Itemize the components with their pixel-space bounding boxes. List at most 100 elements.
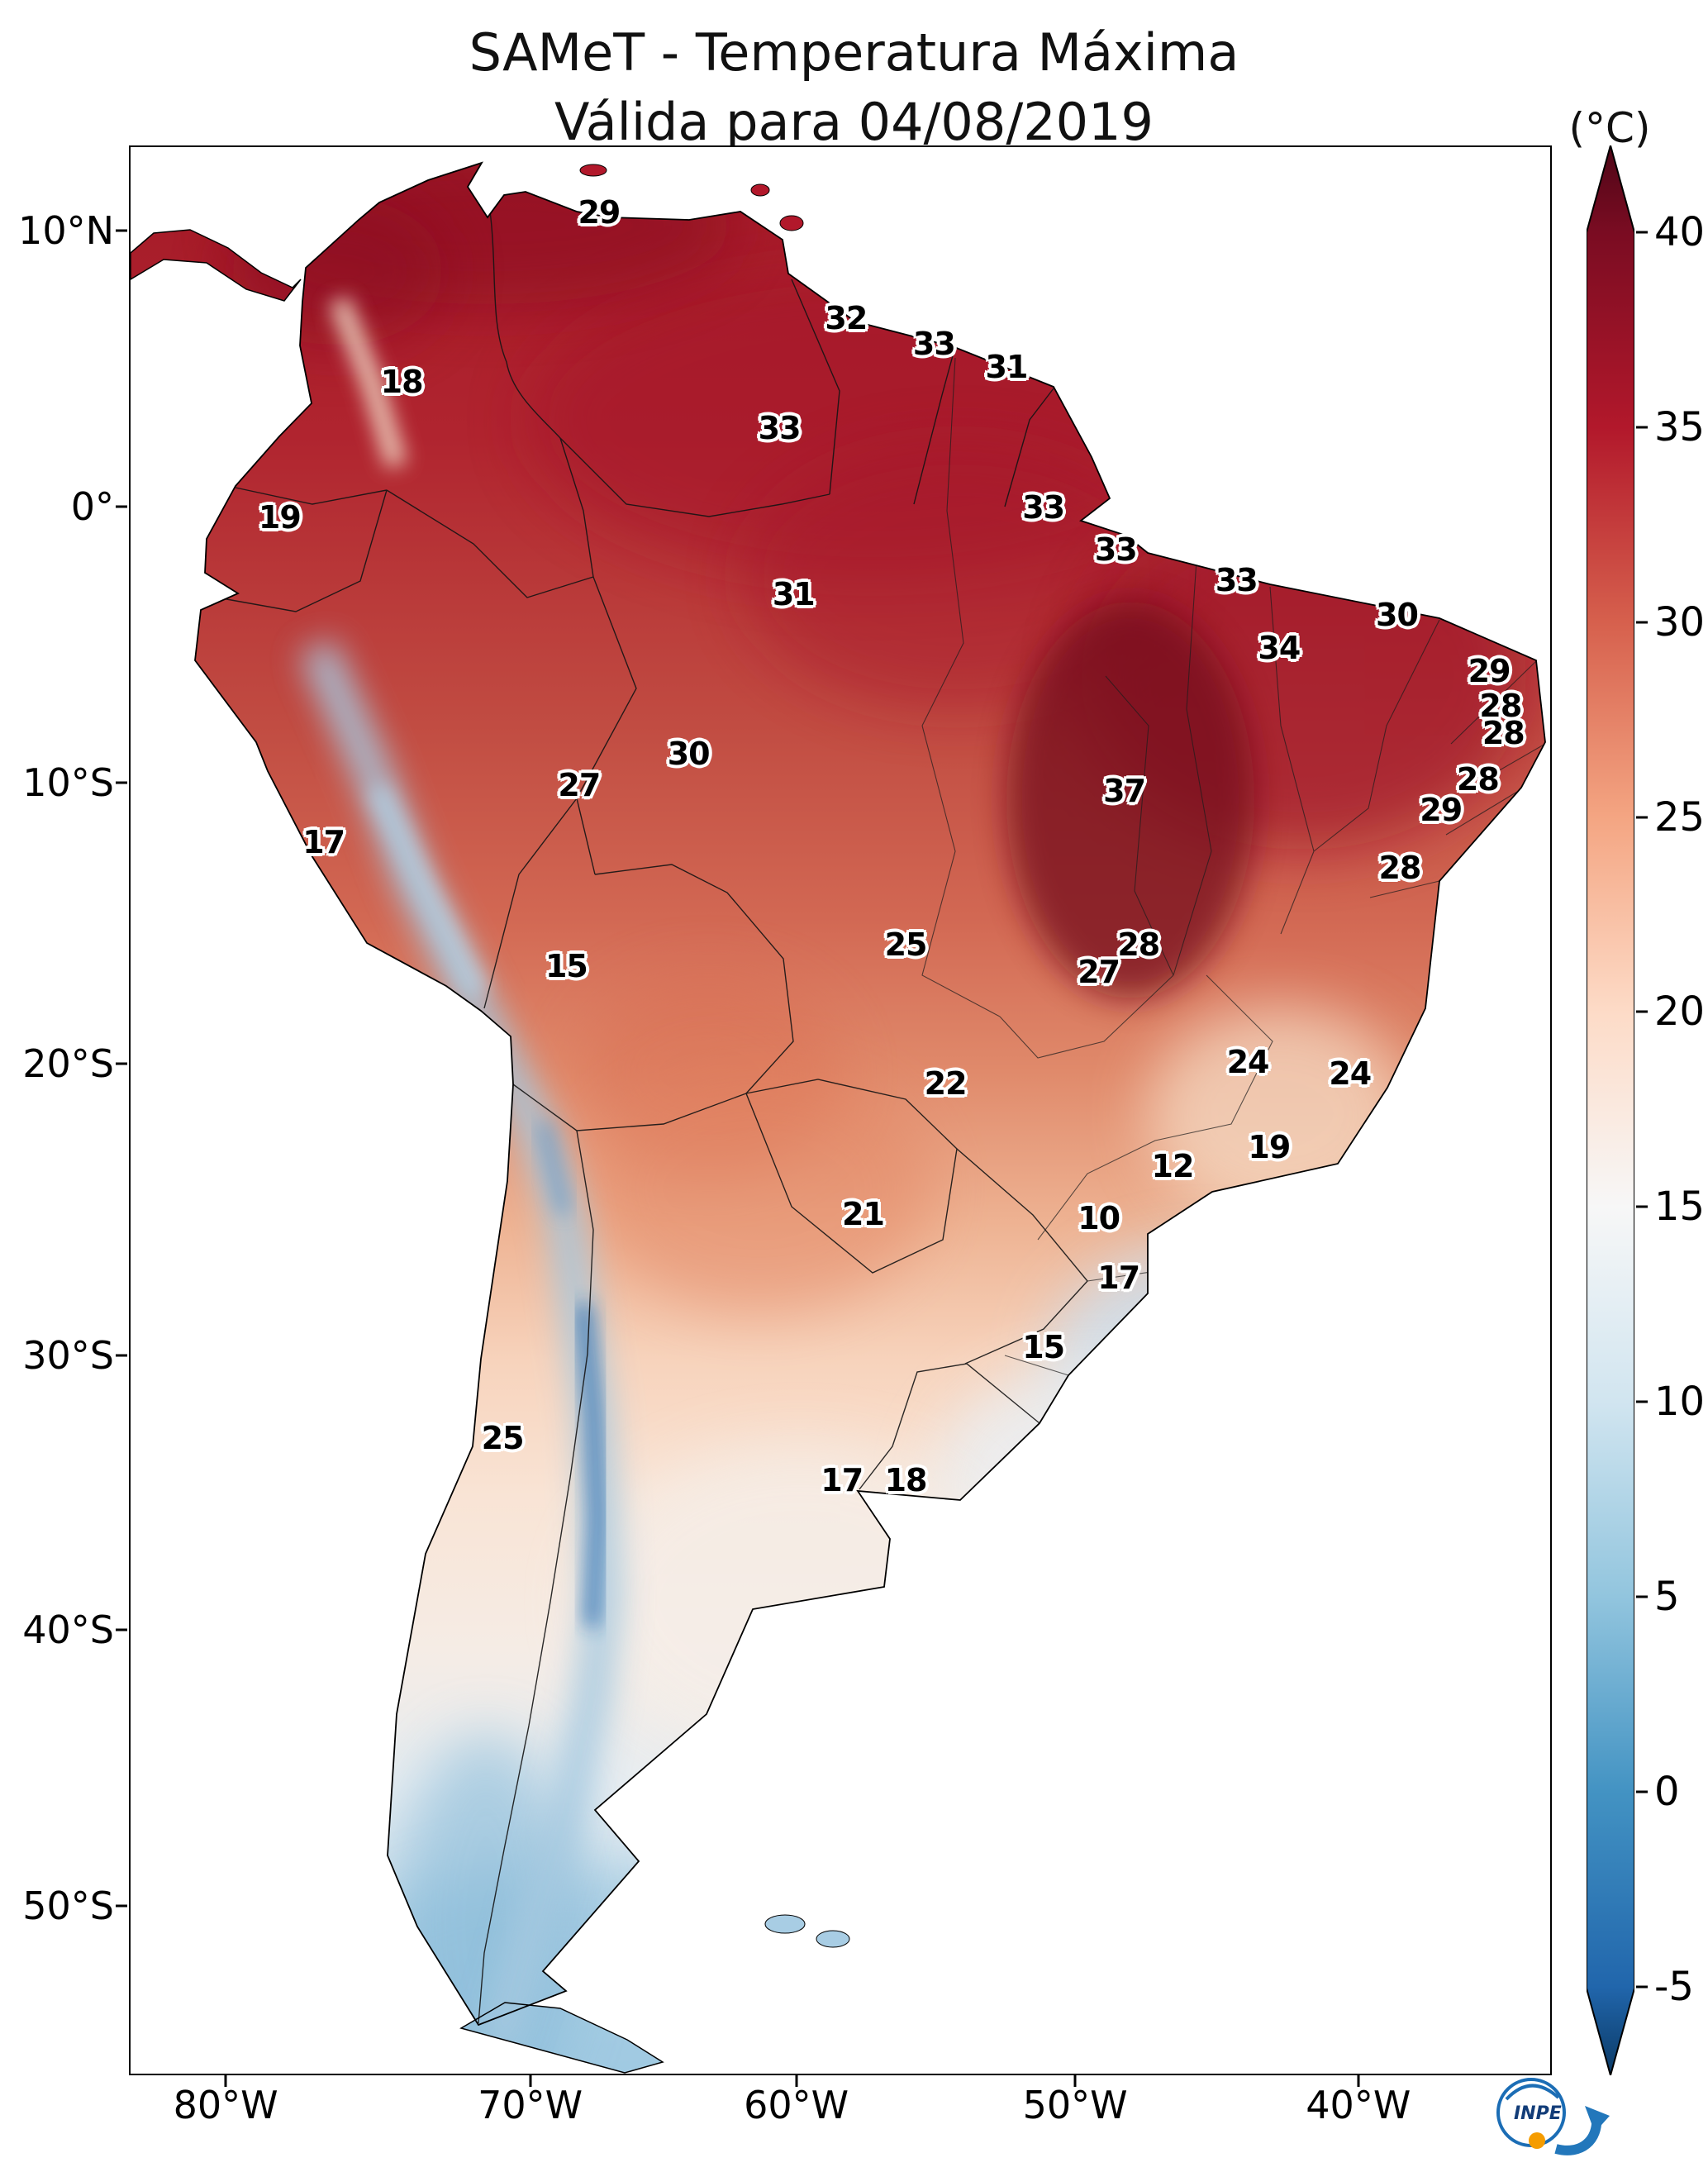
- longitude-axis: 80°W 70°W 60°W 50°W 40°W: [129, 2083, 1552, 2132]
- temperature-value-label: 28: [1378, 849, 1421, 886]
- lon-tick-label: 50°W: [1022, 2083, 1128, 2127]
- colorbar-tick-mark: [1636, 621, 1648, 624]
- south-america-temperature-map: [131, 161, 1546, 2074]
- temperature-value-label: 27: [1078, 953, 1120, 990]
- temperature-value-label: 34: [1258, 630, 1301, 667]
- colorbar-tick-marks: [1636, 145, 1649, 2075]
- temperature-value-label: 33: [1094, 531, 1138, 569]
- temperature-value-label: 27: [558, 766, 601, 803]
- lat-tick-mark: [116, 505, 127, 508]
- lat-tick-label: 50°S: [22, 1883, 114, 1928]
- temperature-value-label: 18: [380, 364, 424, 401]
- lon-tick-mark: [1073, 2075, 1077, 2087]
- state-borders: [921, 357, 1545, 1376]
- temperature-value-label: 29: [1468, 653, 1511, 690]
- lat-tick-mark: [116, 1354, 127, 1357]
- colorbar-tick-label: 10: [1654, 1379, 1706, 1426]
- temperature-value-label: 28: [1456, 760, 1500, 798]
- country-borders: [216, 167, 1088, 2024]
- inpe-logo-swirl-icon: [1505, 2084, 1560, 2101]
- temperature-value-label: 28: [1482, 714, 1525, 751]
- temperature-value-label: 24: [1226, 1044, 1270, 1081]
- lon-tick-label: 80°W: [173, 2083, 278, 2127]
- lat-tick-mark: [116, 229, 127, 232]
- lat-tick-mark: [116, 1062, 127, 1065]
- temperature-value-label: 29: [1420, 791, 1463, 828]
- lat-tick-label: 0°: [70, 483, 114, 529]
- lon-tick-mark: [1357, 2075, 1360, 2087]
- temperature-value-label: 17: [821, 1462, 864, 1499]
- temperature-value-label: 25: [884, 926, 928, 964]
- temperature-value-label: 15: [545, 947, 588, 984]
- colorbar-tick-mark: [1636, 231, 1648, 234]
- longitude-tick-marks: [129, 2075, 1552, 2089]
- temperature-value-label: 37: [1103, 772, 1146, 809]
- colorbar-tick-mark: [1636, 1010, 1648, 1013]
- lat-tick-label: 20°S: [22, 1041, 114, 1087]
- temperature-value-label: 28: [1479, 687, 1522, 724]
- temperature-value-label: 30: [1376, 597, 1419, 634]
- colorbar-tick-label: 40: [1654, 209, 1706, 256]
- colorbar-tick-mark: [1636, 1595, 1648, 1598]
- colorbar-tick-label: 5: [1654, 1573, 1680, 1620]
- lon-tick-label: 40°W: [1306, 2083, 1411, 2127]
- colorbar-tick-label: 20: [1654, 988, 1706, 1036]
- temperature-value-label: 10: [1078, 1200, 1120, 1237]
- coastline-panama: [131, 229, 302, 302]
- temperature-value-label: 12: [1151, 1148, 1195, 1185]
- inpe-logo-text: INPE: [1514, 2103, 1562, 2124]
- temperature-value-label: 21: [842, 1196, 885, 1233]
- chart-title: SAMeT - Temperatura Máxima: [469, 22, 1239, 83]
- lat-tick-mark: [116, 781, 127, 784]
- map-plot-area: 29 32 33 31 18 33 33 19 33 33 31 30 34 29 28 28 30 27 37 28…: [129, 145, 1610, 2155]
- temperature-value-label: 30: [667, 736, 711, 773]
- colorbar-tick-mark: [1636, 1985, 1648, 1989]
- colorbar-tick-label: 35: [1654, 403, 1706, 450]
- inpe-logo-orange-dot: [1529, 2132, 1545, 2149]
- temperature-value-label: 32: [825, 300, 868, 337]
- lat-tick-label: 10°S: [22, 760, 114, 805]
- latitude-tick-marks: [116, 145, 129, 2075]
- temperature-value-label: 31: [772, 575, 816, 612]
- temperature-value-label: 24: [1329, 1055, 1372, 1093]
- lon-tick-label: 70°W: [478, 2083, 583, 2127]
- temperature-value-label: 33: [1215, 562, 1258, 599]
- colorbar: [1587, 145, 1634, 2075]
- colorbar-tick-labels: 40 35 30 25 20 15 10 5 0 -5: [1654, 145, 1708, 2075]
- islands: [579, 164, 850, 1948]
- inpe-logo-arrowhead-icon: [1585, 2106, 1610, 2132]
- colorbar-tick-label: 25: [1654, 793, 1706, 841]
- lat-tick-label: 40°S: [22, 1607, 114, 1652]
- temperature-value-label: 33: [912, 325, 956, 362]
- colorbar-tick-label: 0: [1654, 1768, 1680, 1815]
- lon-tick-mark: [529, 2075, 532, 2087]
- temperature-value-label: 29: [578, 194, 621, 231]
- temperature-value-label: 33: [1022, 488, 1065, 526]
- temperature-value-label: 31: [985, 348, 1029, 385]
- temperature-value-label: 19: [258, 498, 302, 536]
- temperature-value-label: 19: [1248, 1128, 1291, 1165]
- temperature-value-label: 25: [481, 1419, 525, 1456]
- temperature-value-label: 15: [1022, 1329, 1065, 1366]
- colorbar-tick-mark: [1636, 426, 1648, 429]
- temperature-value-label: 17: [1097, 1260, 1140, 1297]
- coastline-continent: [194, 161, 1546, 2027]
- lon-tick-mark: [795, 2075, 798, 2087]
- chart-title-block: SAMeT - Temperatura Máxima Válida para 0…: [0, 18, 1708, 156]
- colorbar-unit-label: (°C): [1568, 104, 1651, 152]
- colorbar-tick-label: 30: [1654, 598, 1706, 645]
- colorbar-gradient: [1587, 145, 1634, 2075]
- lon-tick-mark: [224, 2075, 227, 2087]
- latitude-axis: 10°N 0° 10°S 20°S 30°S 40°S 50°S: [0, 145, 114, 2075]
- colorbar-tick-mark: [1636, 816, 1648, 819]
- colorbar-tick-mark: [1636, 1400, 1648, 1403]
- temperature-value-label: 28: [1117, 926, 1160, 964]
- temperature-value-label: 17: [302, 824, 345, 861]
- temperature-labels-layer: 29 32 33 31 18 33 33 19 33 33 31 30 34 29 28 28 30 27 37 28…: [131, 147, 1550, 2074]
- lat-tick-mark: [116, 1628, 127, 1631]
- lat-tick-label: 10°N: [18, 207, 114, 253]
- lon-tick-label: 60°W: [744, 2083, 849, 2127]
- lat-tick-label: 30°S: [22, 1333, 114, 1379]
- colorbar-tick-mark: [1636, 1790, 1648, 1793]
- colorbar-tick-label: 15: [1654, 1184, 1706, 1231]
